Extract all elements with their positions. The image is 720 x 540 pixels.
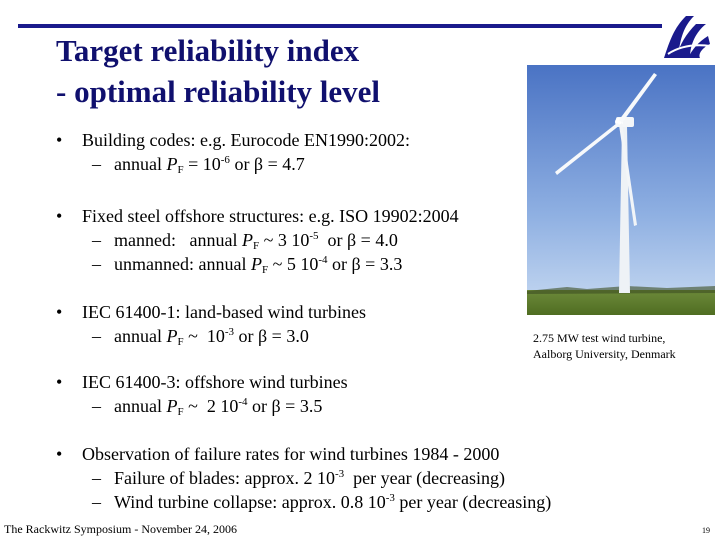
bullet-group-iec-61400-1: • IEC 61400-1: land-based wind turbines –… xyxy=(56,300,366,348)
title-rule xyxy=(18,24,662,28)
footer-event: The Rackwitz Symposium - November 24, 20… xyxy=(4,522,237,536)
photo-caption: 2.75 MW test wind turbine, Aalborg Unive… xyxy=(533,330,713,362)
bullet-item: • Fixed steel offshore structures: e.g. I… xyxy=(56,206,459,226)
sub-item: – Failure of blades: approx. 2 10-3 per y… xyxy=(92,468,506,488)
bullet-item: • IEC 61400-1: land-based wind turbines xyxy=(56,302,366,322)
bullet-group-building-codes: • Building codes: e.g. Eurocode EN1990:20… xyxy=(56,128,410,176)
slide-title: Target reliability index - optimal relia… xyxy=(56,30,380,112)
sub-item: – annual PF = 10-6 or β = 4.7 xyxy=(92,154,305,176)
photo-caption-line-1: 2.75 MW test wind turbine, xyxy=(533,331,666,345)
title-line-2: - optimal reliability level xyxy=(56,74,381,109)
sub-item: – Wind turbine collapse: approx. 0.8 10-3… xyxy=(92,492,552,512)
sub-item: – manned: annual PF ~ 3 10-5 or β = 4.0 xyxy=(92,230,398,252)
wind-turbine-photo xyxy=(527,65,715,315)
bullet-group-iec-61400-3: • IEC 61400-3: offshore wind turbines – an… xyxy=(56,370,348,418)
page-number: 19 xyxy=(702,526,710,535)
photo-caption-line-2: Aalborg University, Denmark xyxy=(533,347,676,361)
university-logo-icon xyxy=(664,16,711,58)
bullet-item: • Building codes: e.g. Eurocode EN1990:20… xyxy=(56,130,410,150)
bullet-item: • IEC 61400-3: offshore wind turbines xyxy=(56,372,348,392)
sub-item: – unmanned: annual PF ~ 5 10-4 or β = 3.3 xyxy=(92,254,403,276)
bullet-group-offshore-structures: • Fixed steel offshore structures: e.g. I… xyxy=(56,204,459,276)
bullet-group-failure-rates: • Observation of failure rates for wind t… xyxy=(56,442,551,514)
title-line-1: Target reliability index xyxy=(56,33,360,68)
bullet-item: • Observation of failure rates for wind t… xyxy=(56,444,500,464)
sub-item: – annual PF ~ 2 10-4 or β = 3.5 xyxy=(92,396,323,418)
sub-item: – annual PF ~ 10-3 or β = 3.0 xyxy=(92,326,309,348)
